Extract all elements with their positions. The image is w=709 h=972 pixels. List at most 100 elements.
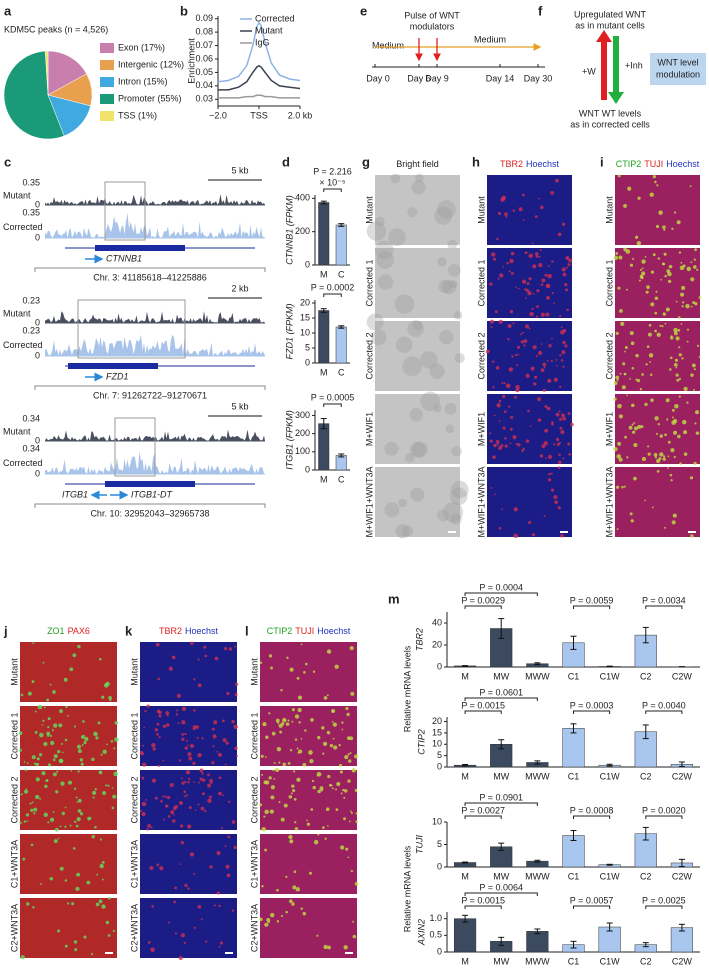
micrograph-feature (216, 851, 221, 856)
micrograph-feature (617, 286, 621, 290)
micrograph-feature (559, 385, 562, 389)
micrograph-feature (673, 430, 678, 435)
micrograph-feature (538, 255, 541, 258)
micrograph-feature (616, 379, 619, 382)
micrograph-feature (366, 313, 384, 331)
micrograph-feature (285, 722, 290, 726)
micrograph-feature (555, 437, 560, 442)
micrograph-feature (495, 366, 500, 370)
legend-swatch (100, 111, 114, 121)
row-label: Corrected 1 (364, 259, 374, 306)
micrograph-feature (56, 770, 59, 773)
micrograph-feature (518, 207, 523, 212)
micrograph-feature (197, 683, 202, 688)
x-tick-label: MW (493, 956, 509, 966)
micrograph-feature (181, 720, 186, 725)
micrograph-feature (683, 386, 688, 391)
micrograph-feature (178, 759, 182, 762)
locus-bracket (34, 267, 266, 272)
micrograph-feature (678, 395, 681, 398)
highlight-box (77, 299, 186, 359)
micrograph-feature (99, 657, 102, 661)
micrograph-feature (654, 416, 659, 421)
micrograph-feature (141, 811, 146, 817)
micrograph (260, 642, 357, 702)
micrograph-feature (617, 403, 622, 409)
micrograph-feature (562, 272, 567, 277)
micrograph-feature (87, 816, 91, 821)
micrograph-feature (542, 362, 547, 367)
micrograph-feature (158, 736, 161, 739)
error-bar (498, 842, 505, 851)
micrograph-feature (343, 796, 346, 799)
micrograph-feature (26, 762, 29, 765)
micrograph-feature (111, 806, 115, 810)
micrograph-feature (654, 180, 657, 184)
micrograph-feature (526, 282, 530, 286)
micrograph-feature (93, 731, 98, 737)
micrograph-feature (565, 256, 569, 261)
micrograph-feature (193, 678, 196, 681)
micrograph-feature (37, 704, 43, 710)
micrograph-feature (92, 790, 97, 795)
micrograph-feature (661, 325, 664, 328)
micrograph-feature (201, 772, 204, 775)
p-value: P = 0.0040 (642, 700, 686, 710)
micrograph-feature (156, 722, 160, 726)
micrograph (487, 321, 572, 391)
micrograph-feature (174, 805, 178, 809)
p-value: P = 0.0015 (461, 700, 505, 710)
p-value: P = 0.0020 (642, 805, 686, 815)
micrograph (375, 248, 460, 318)
micrograph-feature (555, 178, 559, 183)
x-tick-label: M (320, 367, 328, 377)
medium-label: Medium (474, 34, 506, 44)
micrograph-feature (187, 781, 190, 784)
micrograph-feature (278, 761, 281, 764)
micrograph-feature (34, 710, 37, 713)
micrograph-feature (395, 524, 410, 539)
error-bar (570, 723, 577, 734)
micrograph-feature (438, 279, 452, 294)
micrograph (375, 175, 460, 245)
micrograph-feature (32, 642, 35, 644)
error-bar (462, 861, 469, 864)
micrograph-feature (91, 835, 95, 839)
micrograph-feature (225, 741, 229, 745)
row-label: M+WIF1+WNT3A (604, 466, 614, 537)
micrograph-feature (183, 790, 187, 794)
micrograph-feature (184, 883, 188, 888)
row-label: Corrected 2 (129, 776, 139, 823)
bracket (464, 802, 538, 806)
y-tick-label: 10 (432, 816, 442, 826)
micrograph-feature (667, 279, 672, 284)
micrograph-feature (429, 363, 445, 379)
model-text: +W (582, 66, 596, 76)
row-label: Mutant (364, 196, 374, 224)
micrograph-feature (222, 719, 225, 723)
error-bar (338, 223, 345, 227)
micrograph-feature (501, 394, 506, 399)
micrograph-feature (31, 755, 36, 760)
micrograph-feature (270, 785, 275, 790)
micrograph-feature (613, 381, 618, 386)
micrograph-feature (113, 747, 116, 750)
micrograph-feature (692, 265, 697, 269)
micrograph-feature (323, 944, 328, 950)
micrograph-feature (80, 762, 84, 766)
model-text: +Inh (625, 60, 643, 70)
micrograph-feature (678, 353, 682, 357)
micrograph-feature (350, 812, 353, 815)
y-tick-label: 0 (305, 259, 310, 269)
x-tick-label: M (461, 671, 469, 681)
micrograph-feature (625, 288, 628, 291)
micrograph-feature (650, 302, 655, 307)
micrograph-feature (522, 219, 525, 222)
micrograph-feature (540, 312, 546, 317)
micrograph-feature (53, 754, 58, 759)
micrograph-feature (192, 761, 196, 765)
micrograph-feature (507, 337, 510, 341)
micrograph-feature (407, 207, 418, 218)
micrograph-feature (142, 744, 145, 747)
micrograph-feature (560, 326, 563, 328)
